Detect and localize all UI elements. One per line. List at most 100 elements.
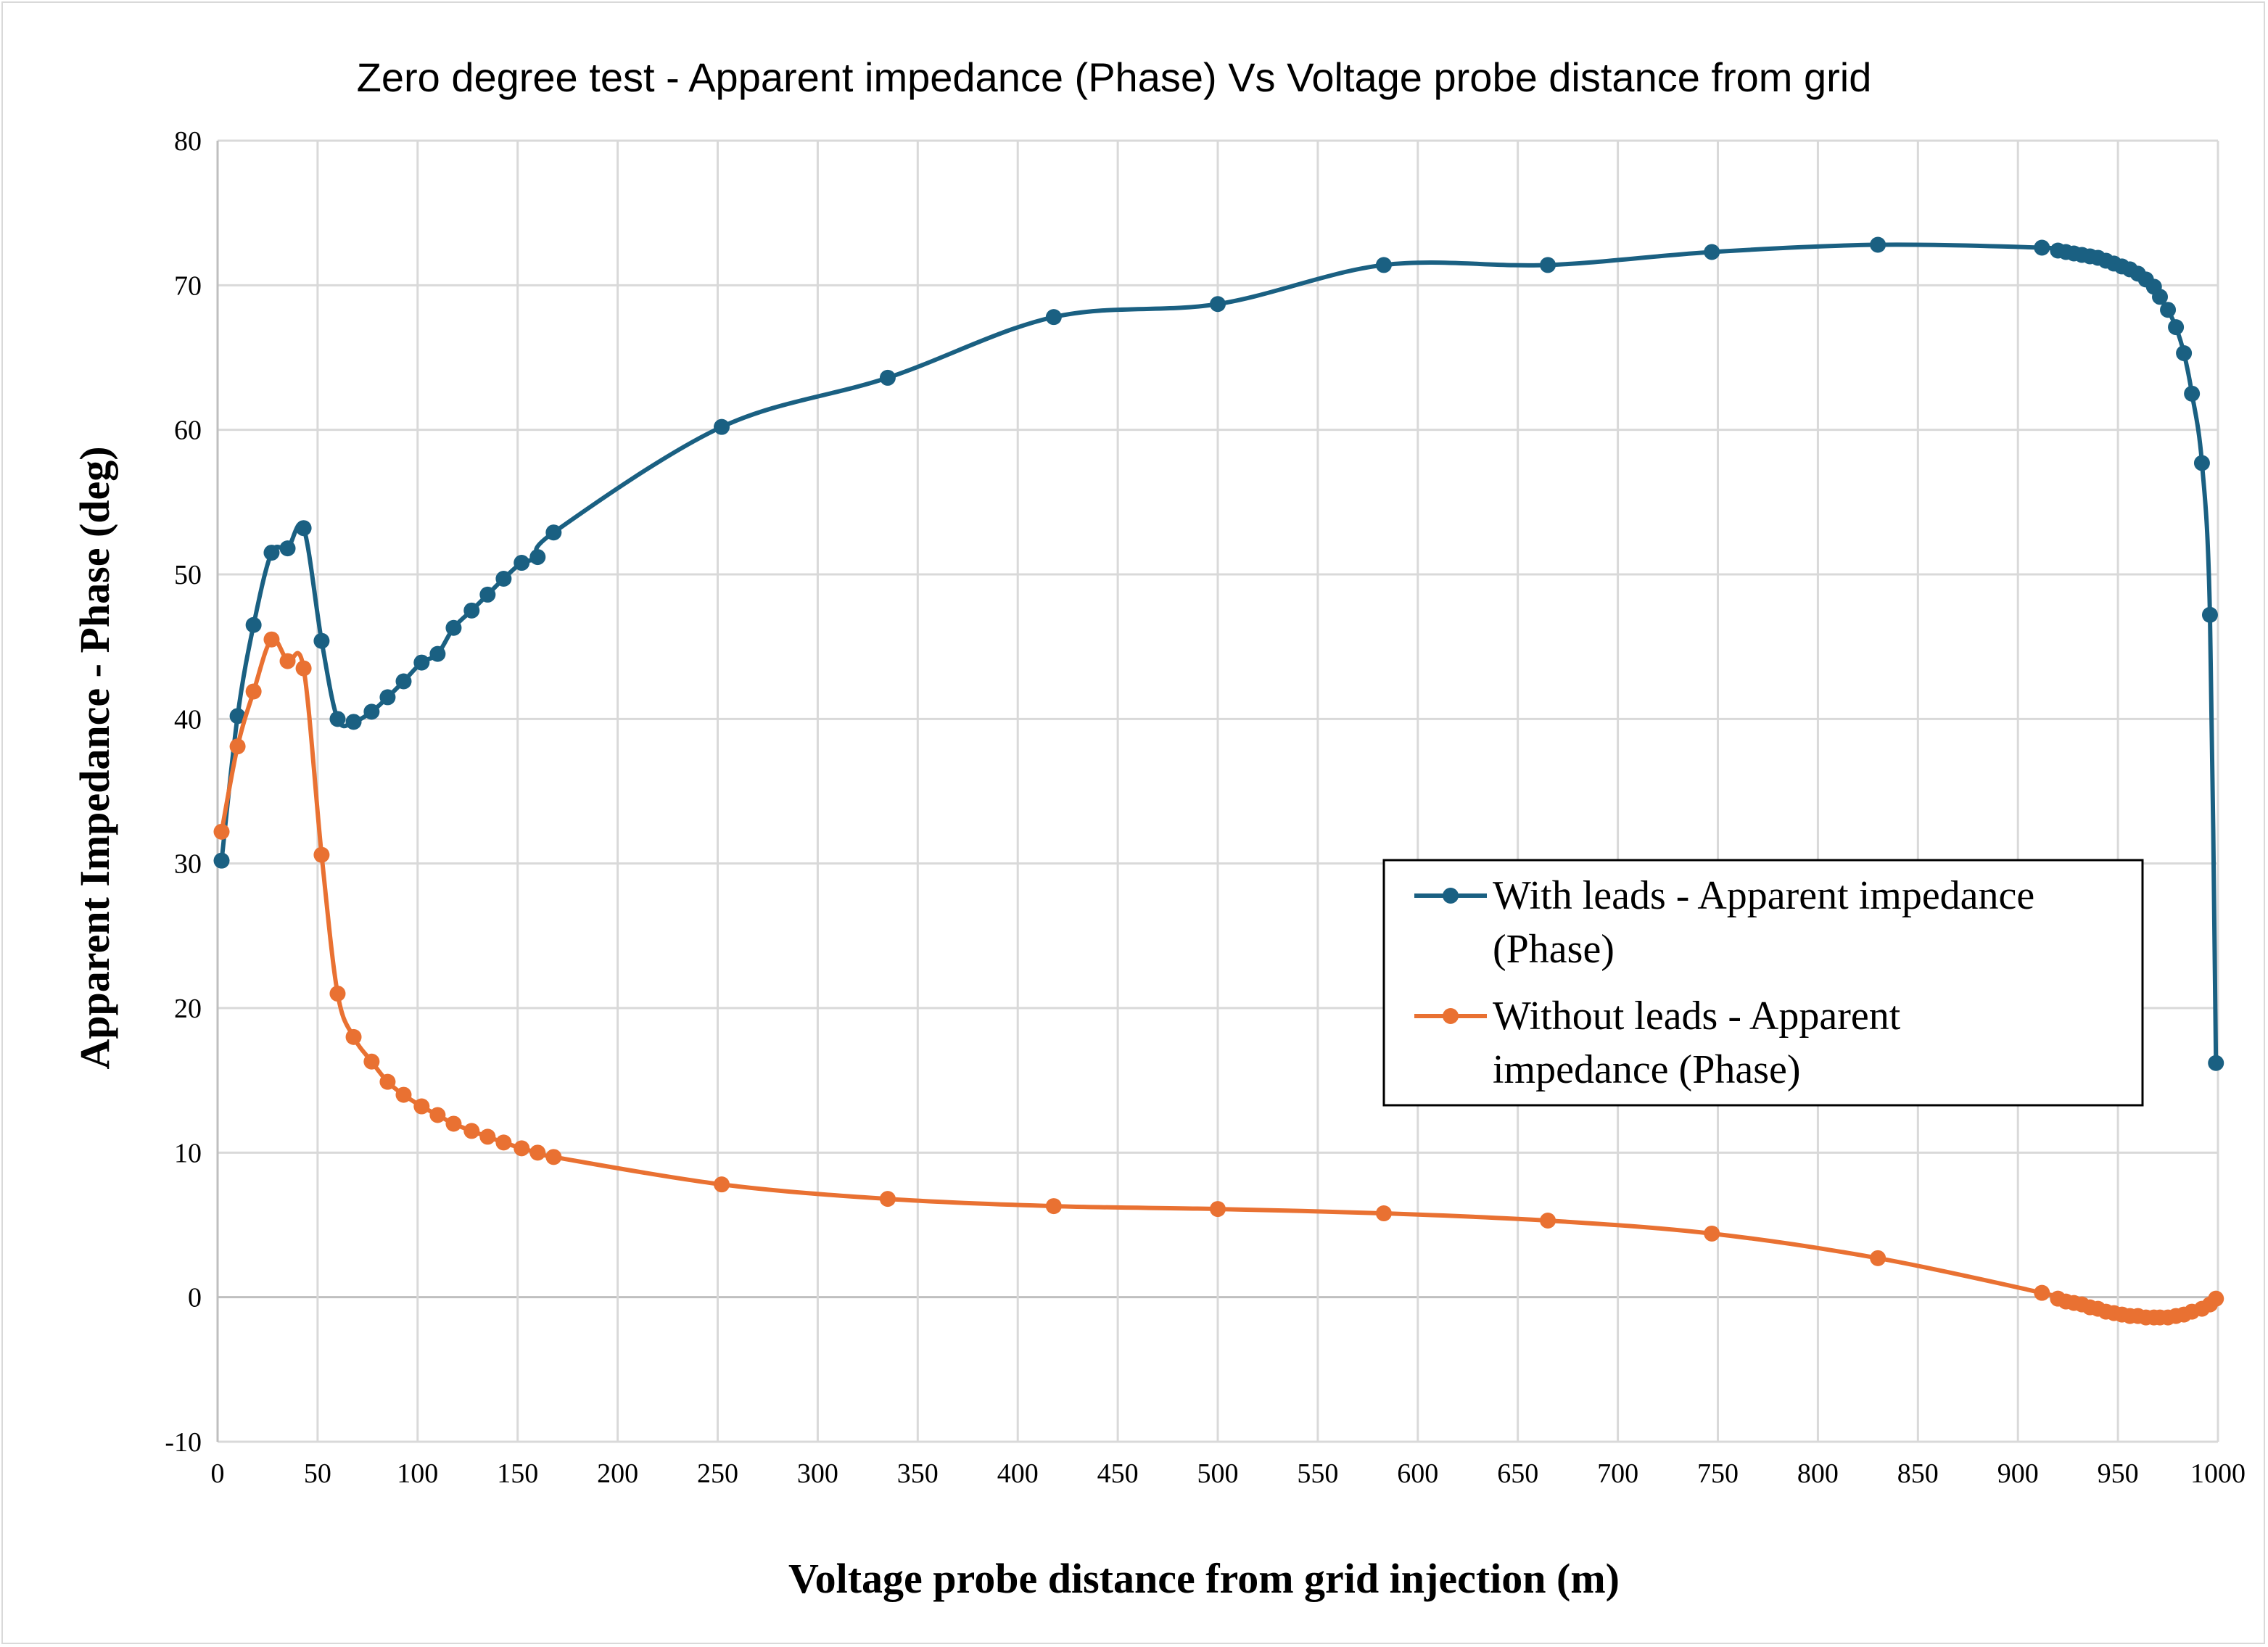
x-tick-label: 650 [1497, 1458, 1538, 1489]
data-point [1540, 257, 1556, 273]
data-point [545, 524, 562, 541]
y-tick-label: 0 [188, 1283, 202, 1313]
data-point [545, 1149, 562, 1165]
data-point [1210, 1201, 1226, 1218]
x-tick-label: 800 [1797, 1458, 1839, 1489]
data-point [1375, 1205, 1392, 1222]
x-tick-label: 850 [1897, 1458, 1939, 1489]
data-point [529, 549, 546, 566]
x-tick-label: 200 [597, 1458, 638, 1489]
data-point [463, 602, 480, 619]
y-tick-label: 50 [174, 560, 202, 590]
data-point [229, 738, 246, 755]
x-tick-label: 750 [1697, 1458, 1739, 1489]
legend-label-without-leads-2: impedance (Phase) [1493, 1047, 1800, 1092]
x-tick-label: 600 [1397, 1458, 1438, 1489]
data-point [2176, 345, 2193, 362]
x-tick-label: 50 [304, 1458, 331, 1489]
data-point [329, 711, 346, 727]
data-point [2208, 1054, 2224, 1071]
data-point [213, 823, 230, 840]
data-point [395, 1086, 412, 1103]
data-point [1375, 257, 1392, 273]
data-point [313, 632, 330, 649]
data-point [363, 1053, 380, 1070]
y-tick-labels: -10 0 10 20 30 40 50 60 70 80 [165, 126, 202, 1458]
data-point [495, 570, 512, 587]
series-group [213, 236, 2224, 1326]
data-point [495, 1134, 512, 1151]
y-tick-label: 70 [174, 271, 202, 301]
data-point [714, 1176, 730, 1193]
data-point [2160, 302, 2177, 318]
legend-label-without-leads-1: Without leads - Apparent [1493, 994, 1901, 1039]
legend-box [1382, 859, 2144, 1107]
legend-label-with-leads-1: With leads - Apparent impedance [1493, 873, 2034, 918]
chart-title: Zero degree test - Apparent impedance (P… [357, 54, 1872, 100]
x-tick-label: 400 [997, 1458, 1039, 1489]
data-point [1210, 296, 1226, 313]
data-point [1540, 1213, 1556, 1229]
data-point [1704, 244, 1720, 260]
data-point [529, 1144, 546, 1161]
series-without-leads [213, 631, 2224, 1326]
y-tick-label: -10 [165, 1427, 202, 1458]
x-tick-label: 1000 [2190, 1458, 2246, 1489]
data-point [413, 654, 430, 671]
legend-label-with-leads-2: (Phase) [1493, 927, 1615, 972]
x-tick-label: 500 [1197, 1458, 1239, 1489]
data-point [363, 703, 380, 720]
data-point [2193, 455, 2210, 471]
data-point [879, 369, 896, 386]
data-point [2184, 385, 2201, 402]
data-point [514, 555, 530, 571]
data-point [413, 1098, 430, 1115]
data-point [479, 1128, 496, 1145]
data-point [245, 683, 262, 700]
data-point [463, 1123, 480, 1139]
legend-marker-with-leads [1443, 888, 1459, 904]
data-point [1045, 309, 1062, 326]
y-axis-label: Apparent Impedance - Phase (deg) [71, 446, 118, 1069]
data-point [479, 586, 496, 603]
x-tick-label: 250 [697, 1458, 738, 1489]
data-point [445, 1115, 462, 1132]
data-point [295, 520, 312, 537]
data-point [245, 616, 262, 633]
data-point [1870, 236, 1886, 253]
data-point [514, 1140, 530, 1157]
data-point [379, 1073, 396, 1090]
x-axis-label: Voltage probe distance from grid injecti… [788, 1555, 1620, 1602]
y-tick-label: 30 [174, 849, 202, 880]
x-tick-label: 950 [2098, 1458, 2139, 1489]
y-tick-label: 80 [174, 126, 202, 157]
data-point [345, 1028, 362, 1045]
x-tick-label: 0 [211, 1458, 225, 1489]
x-tick-label: 900 [1997, 1458, 2039, 1489]
y-tick-label: 60 [174, 416, 202, 446]
x-tick-labels: 0 50 100 150 200 250 300 350 400 450 500 550 600 650 7… [211, 1458, 2246, 1489]
data-point [313, 846, 330, 863]
grid [216, 139, 2219, 1443]
x-tick-label: 150 [497, 1458, 538, 1489]
data-point [229, 708, 246, 725]
data-point [429, 1107, 446, 1123]
data-point [714, 418, 730, 435]
legend-marker-without-leads [1443, 1008, 1459, 1024]
data-point [429, 645, 446, 662]
data-point [263, 631, 280, 648]
x-tick-label: 350 [897, 1458, 939, 1489]
data-point [263, 545, 280, 561]
data-point [329, 986, 346, 1002]
data-point [345, 714, 362, 730]
data-point [879, 1191, 896, 1208]
x-tick-label: 300 [797, 1458, 838, 1489]
data-point [295, 660, 312, 677]
data-point [2168, 319, 2185, 336]
data-point [379, 689, 396, 706]
data-point [2034, 1284, 2050, 1301]
y-tick-label: 40 [174, 704, 202, 735]
series-with-leads [213, 236, 2224, 1071]
